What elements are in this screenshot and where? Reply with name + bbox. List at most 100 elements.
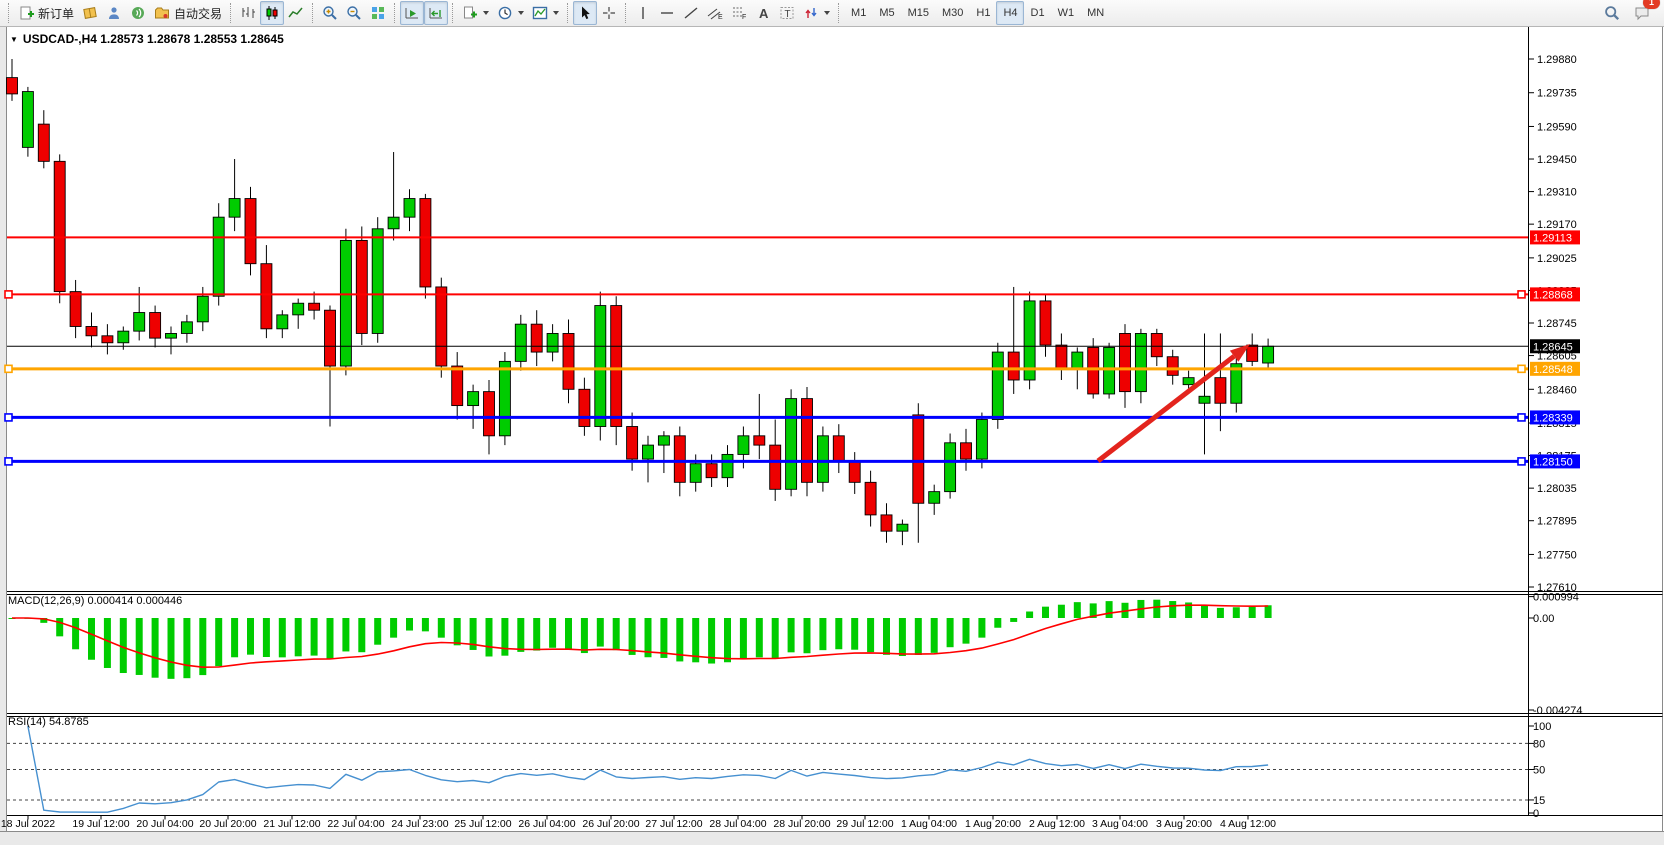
- horizontal-line-button[interactable]: [655, 1, 679, 25]
- svg-text:26 Jul 20:00: 26 Jul 20:00: [582, 818, 639, 830]
- text-label-button[interactable]: T: [775, 1, 799, 25]
- fibonacci-button[interactable]: F: [727, 1, 751, 25]
- auto-scroll-button[interactable]: [400, 1, 425, 25]
- window-chrome: [0, 27, 1664, 845]
- zoomin-icon: [323, 6, 337, 20]
- docplus-icon: [464, 6, 478, 19]
- tf-h1-button[interactable]: H1: [969, 1, 996, 25]
- svg-text:28 Jul 20:00: 28 Jul 20:00: [773, 818, 830, 830]
- toolbar-separator: [312, 3, 314, 23]
- crosshair-button[interactable]: [597, 1, 621, 25]
- autoscroll-icon: [405, 8, 419, 19]
- dropdown-caret-icon: [553, 11, 560, 15]
- zoom-out-button[interactable]: [342, 1, 366, 25]
- collapse-arrow-icon[interactable]: ▼: [10, 34, 18, 44]
- tf-d1-button[interactable]: D1: [1024, 1, 1051, 25]
- clock-button[interactable]: [493, 1, 528, 25]
- arrows-button[interactable]: [799, 1, 834, 25]
- svg-text:1 Aug 04:00: 1 Aug 04:00: [901, 818, 957, 830]
- svg-text:1.29735: 1.29735: [1537, 88, 1577, 100]
- auto-trading-button[interactable]: 自动交易: [150, 1, 226, 25]
- line-chart-button[interactable]: [284, 1, 308, 25]
- horizontal-line-1.28339[interactable]: [4, 413, 1528, 422]
- hline-icon: [661, 12, 674, 14]
- candlestick-chart-button[interactable]: [260, 1, 285, 25]
- indicators-button[interactable]: [528, 1, 563, 25]
- text-button[interactable]: A: [751, 1, 775, 25]
- tf-h4-button[interactable]: H4: [996, 1, 1024, 25]
- zoom-in-button[interactable]: [318, 1, 342, 25]
- svg-text:T: T: [785, 9, 791, 20]
- svg-text:1.28645: 1.28645: [1533, 341, 1573, 353]
- vertical-line-button[interactable]: [631, 1, 655, 25]
- sound-alert-button[interactable]: [126, 1, 150, 25]
- svg-text:1.28868: 1.28868: [1533, 289, 1573, 301]
- rsi-pane: 100 80 50 150: [7, 721, 1551, 820]
- svg-text:25 Jul 12:00: 25 Jul 12:00: [454, 818, 511, 830]
- svg-text:24 Jul 23:00: 24 Jul 23:00: [391, 818, 448, 830]
- tf-m1-button[interactable]: M1: [844, 1, 872, 25]
- trend-arrow[interactable]: [1096, 344, 1250, 463]
- tf-m5-button[interactable]: M5: [872, 1, 900, 25]
- tf-m15-button[interactable]: M15: [901, 1, 935, 25]
- tf-h1-button-label: H1: [976, 7, 991, 19]
- tf-w1-button[interactable]: W1: [1051, 1, 1081, 25]
- tf-w1-button-label: W1: [1057, 7, 1075, 19]
- search-button[interactable]: [1600, 1, 1624, 25]
- new-order-button-label: 新订单: [38, 6, 75, 21]
- cursor-button[interactable]: [573, 1, 598, 25]
- svg-text:1.29310: 1.29310: [1537, 187, 1577, 199]
- svg-text:26 Jul 04:00: 26 Jul 04:00: [518, 818, 575, 830]
- notebook-button[interactable]: [78, 1, 102, 25]
- zoomout-icon: [347, 6, 361, 20]
- neworder-icon: [20, 6, 34, 20]
- price-tag-1.28548: 1.28548: [1530, 361, 1580, 376]
- svg-text:1.28605: 1.28605: [1537, 351, 1577, 363]
- svg-text:1.28745: 1.28745: [1537, 318, 1577, 330]
- bar-chart-button[interactable]: [236, 1, 260, 25]
- new-order-button[interactable]: 新订单: [14, 1, 78, 25]
- toolbar-separator: [452, 3, 454, 23]
- horizontal-line-1.28548[interactable]: [4, 364, 1528, 374]
- horizontal-line-1.28868[interactable]: [4, 290, 1528, 299]
- tf-m30-button[interactable]: M30: [935, 1, 969, 25]
- candles-layer: [6, 59, 1275, 546]
- chart-shift-button[interactable]: [424, 1, 449, 25]
- linechart-icon: [288, 7, 303, 18]
- rsi-label: RSI(14) 54.8785: [8, 716, 89, 728]
- svg-text:1.29880: 1.29880: [1537, 54, 1577, 66]
- svg-text:1.29590: 1.29590: [1537, 121, 1577, 133]
- svg-text:1 Aug 20:00: 1 Aug 20:00: [965, 818, 1021, 830]
- svg-text:0.000994: 0.000994: [1533, 592, 1579, 604]
- toolbar: 新订单 自动交易 E F A T M1 M5 M15 M30 H1 H4 D1 W1 MN 1: [0, 0, 1664, 27]
- book-icon: [83, 7, 97, 19]
- dropdown-caret-icon: [483, 11, 490, 15]
- community-icon: [109, 7, 120, 19]
- svg-text:1.28339: 1.28339: [1533, 412, 1573, 424]
- svg-text:1.29113: 1.29113: [1533, 232, 1572, 244]
- svg-text:29 Jul 12:00: 29 Jul 12:00: [836, 818, 893, 830]
- tf-mn-button[interactable]: MN: [1080, 1, 1110, 25]
- svg-text:28 Jul 04:00: 28 Jul 04:00: [709, 818, 766, 830]
- svg-text:22 Jul 04:00: 22 Jul 04:00: [327, 818, 384, 830]
- svg-text:-0.004274: -0.004274: [1533, 705, 1583, 717]
- tf-m1-button-label: M1: [851, 7, 867, 19]
- tile-windows-button[interactable]: [366, 1, 390, 25]
- price-tag-1.28150: 1.28150: [1530, 454, 1580, 469]
- tf-m15-button-label: M15: [907, 7, 929, 19]
- notifications-button[interactable]: 1: [1630, 0, 1660, 25]
- svg-text:50: 50: [1533, 765, 1545, 777]
- cursor-icon: [582, 6, 590, 20]
- new-chart-button[interactable]: [458, 1, 493, 25]
- svg-text:27 Jul 12:00: 27 Jul 12:00: [645, 818, 702, 830]
- chat-icon: [1635, 7, 1649, 21]
- trendline-button[interactable]: [679, 1, 703, 25]
- svg-text:18 Jul 2022: 18 Jul 2022: [1, 818, 55, 830]
- time-axis: 18 Jul 2022 19 Jul 12:00 20 Jul 04:00 20 Ju…: [1, 815, 1276, 830]
- horizontal-line-1.28150[interactable]: [4, 457, 1528, 466]
- dropdown-caret-icon: [518, 11, 525, 15]
- sound-icon: [132, 7, 145, 19]
- community-button[interactable]: [102, 1, 126, 25]
- equidistant-channel-button[interactable]: E: [703, 1, 727, 25]
- notification-badge: 1: [1643, 0, 1660, 9]
